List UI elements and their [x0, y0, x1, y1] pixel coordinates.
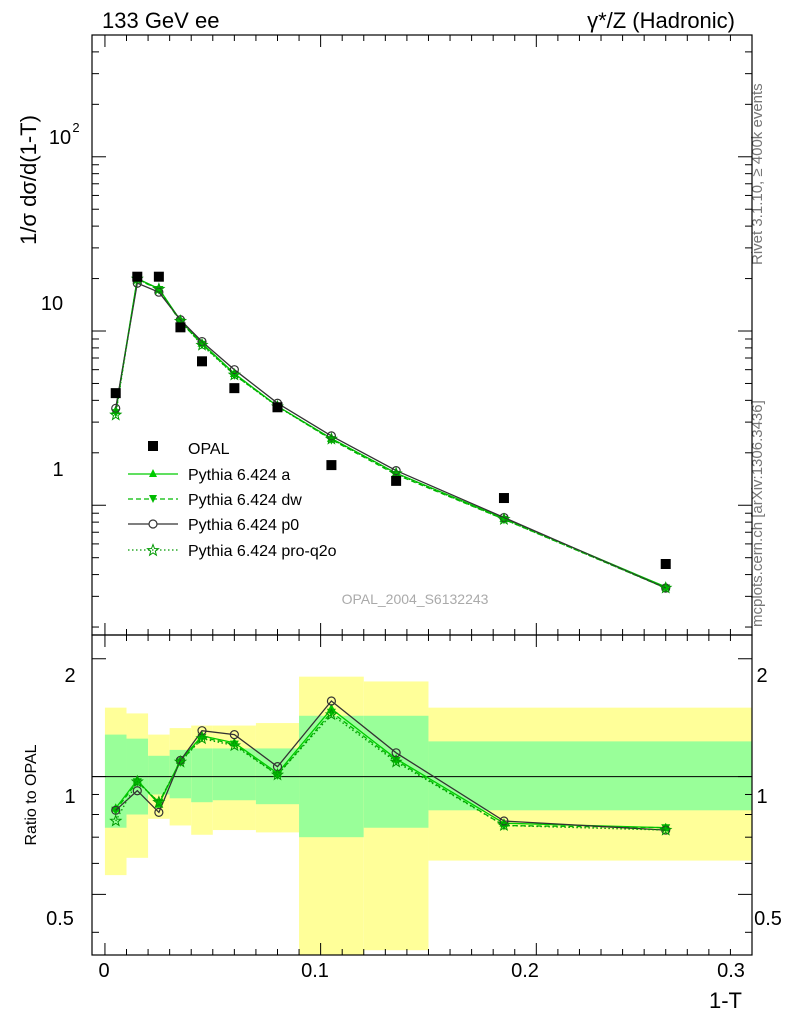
ratio-plot-frame — [91, 634, 753, 956]
ratio-ytick-label-1: 1 — [64, 786, 75, 808]
ratio-series-pythia-p0-line — [115, 700, 666, 831]
ratio-series-pythia-p0-point-4 — [197, 726, 207, 736]
ratio-band-inner-3 — [169, 749, 192, 799]
main-ytick-label-10: 10 — [41, 293, 63, 315]
main-series-pythia-proq2o-point-4 — [195, 338, 209, 351]
ratio-band-inner-4 — [191, 748, 213, 803]
mcplots-label: mcplots.cern.ch [arXiv:1306.3436] — [749, 400, 766, 627]
xtick-label-0p2: 0.2 — [511, 960, 539, 982]
main-series-pythia-proq2o-point-0 — [109, 407, 123, 421]
ratio-band-inner-0 — [104, 734, 127, 828]
ratio-y-axis-label: Ratio to OPAL — [23, 744, 40, 845]
legend-label-pythia-dw: Pythia 6.424 dw — [188, 492, 302, 509]
main-series-opal-point-0 — [110, 388, 121, 399]
main-series-pythia-proq2o-point-2 — [152, 282, 166, 295]
xtick-label-0p3: 0.3 — [717, 960, 745, 982]
x-axis-label: 1-T — [709, 988, 742, 1013]
main-series-pythia-p0-point-0 — [111, 403, 121, 413]
rivet-version-label: Rivet 3.1.10, ≥ 400k events — [749, 83, 766, 265]
legend-label-pythia-proq2o: Pythia 6.424 pro-q2o — [188, 543, 337, 560]
header-right-label: γ*/Z (Hadronic) — [587, 8, 735, 33]
main-series-pythia-p0-point-7 — [326, 431, 337, 441]
main-y-axis-label: 1/σ dσ/d(1-T) — [16, 115, 41, 245]
ratio-series-pythia-dw-point-8 — [391, 756, 401, 766]
legend-marker-pythia-p0 — [148, 519, 158, 529]
main-series-opal-point-3 — [175, 322, 186, 333]
ratio-series-pythia-proq2o-point-4 — [195, 731, 209, 745]
main-series-opal-point-9 — [498, 493, 509, 504]
ratio-series-pythia-proq2o-point-6 — [270, 767, 285, 781]
legend: OPAL Pythia 6.424 a Pythia 6.424 dw Pyth… — [128, 441, 337, 560]
main-ytick-exponent: 2 — [72, 120, 79, 135]
ratio-series-pythia-proq2o-line — [115, 713, 666, 831]
main-series-opal-point-10 — [660, 559, 671, 570]
main-series-pythia-p0-point-8 — [391, 466, 401, 476]
main-series-pythia-p0-point-5 — [229, 365, 239, 375]
ratio-series-pythia-proq2o-point-9 — [497, 818, 511, 832]
ratio-series-pythia-p0-point-7 — [326, 696, 337, 706]
main-series-opal-point-2 — [153, 271, 164, 282]
main-ytick-label-1: 1 — [52, 459, 63, 481]
ratio-series-pythia-dw-point-5 — [229, 740, 239, 750]
ratio-series-pythia-proq2o-point-3 — [173, 754, 188, 768]
ratio-series-pythia-proq2o-point-1 — [130, 774, 144, 788]
ratio-series-pythia-p0-point-9 — [499, 816, 509, 826]
ratio-series-pythia-p0-point-2 — [154, 807, 164, 817]
main-series-opal-point-4 — [197, 356, 207, 367]
main-series-pythia-proq2o-point-5 — [227, 367, 241, 381]
main-series-opal-point-7 — [326, 460, 337, 471]
ratio-ytick-label-2: 2 — [64, 665, 75, 687]
main-series-pythia-dw-point-2 — [154, 286, 164, 295]
main-series-pythia-a-line — [115, 277, 666, 588]
xtick-label-0p1: 0.1 — [301, 960, 329, 982]
main-series-pythia-proq2o-line — [115, 277, 666, 589]
ratio-ytick-right-label-0p5: 0.5 — [754, 908, 782, 930]
ratio-series-pythia-proq2o-point-2 — [152, 795, 166, 808]
xtick-label-0: 0 — [98, 960, 109, 982]
main-series-opal-point-1 — [132, 271, 143, 282]
legend-label-opal: OPAL — [188, 441, 230, 458]
ratio-band-inner-5 — [212, 748, 256, 801]
main-series-pythia-p0-point-10 — [661, 583, 671, 593]
legend-marker-opal — [148, 441, 158, 451]
ratio-series-pythia-p0-point-1 — [132, 786, 142, 796]
ratio-series-pythia-proq2o-point-7 — [324, 707, 338, 721]
main-ytick-label-100: 10 — [49, 127, 71, 149]
ratio-ytick-right-label-1: 1 — [756, 786, 767, 808]
legend-label-pythia-p0: Pythia 6.424 p0 — [188, 517, 299, 534]
main-series-opal-point-5 — [229, 383, 240, 394]
legend-label-pythia-a: Pythia 6.424 a — [188, 467, 290, 484]
analysis-watermark: OPAL_2004_S6132243 — [342, 591, 489, 607]
main-series-pythia-proq2o-point-9 — [497, 512, 511, 525]
ratio-ytick-label-0p5: 0.5 — [46, 908, 74, 930]
ratio-series-pythia-p0-point-5 — [229, 730, 239, 740]
ratio-series-pythia-proq2o-point-8 — [389, 754, 403, 768]
main-series-pythia-proq2o-point-7 — [324, 432, 338, 445]
main-series-pythia-proq2o-point-10 — [659, 581, 673, 594]
legend-marker-pythia-dw — [149, 495, 157, 503]
legend-marker-pythia-a — [149, 469, 157, 477]
ratio-series-pythia-dw-point-7 — [326, 708, 336, 718]
main-series-opal-point-8 — [391, 475, 402, 486]
ratio-series-pythia-proq2o-point-0 — [109, 814, 123, 827]
ratio-series-pythia-proq2o-point-10 — [659, 823, 673, 836]
ratio-band-inner-9 — [428, 741, 752, 811]
legend-marker-pythia-proq2o — [146, 543, 160, 557]
ratio-ytick-right-label-2: 2 — [756, 665, 767, 687]
main-series-pythia-p0-point-2 — [154, 287, 164, 297]
main-series-pythia-dw-line — [115, 278, 666, 589]
header-left-label: 133 GeV ee — [102, 8, 219, 33]
ratio-band-inner-2 — [148, 755, 170, 795]
ratio-series-pythia-proq2o-point-5 — [227, 738, 241, 752]
main-series-opal-point-6 — [272, 402, 283, 413]
main-series-pythia-dw-point-8 — [391, 471, 401, 480]
